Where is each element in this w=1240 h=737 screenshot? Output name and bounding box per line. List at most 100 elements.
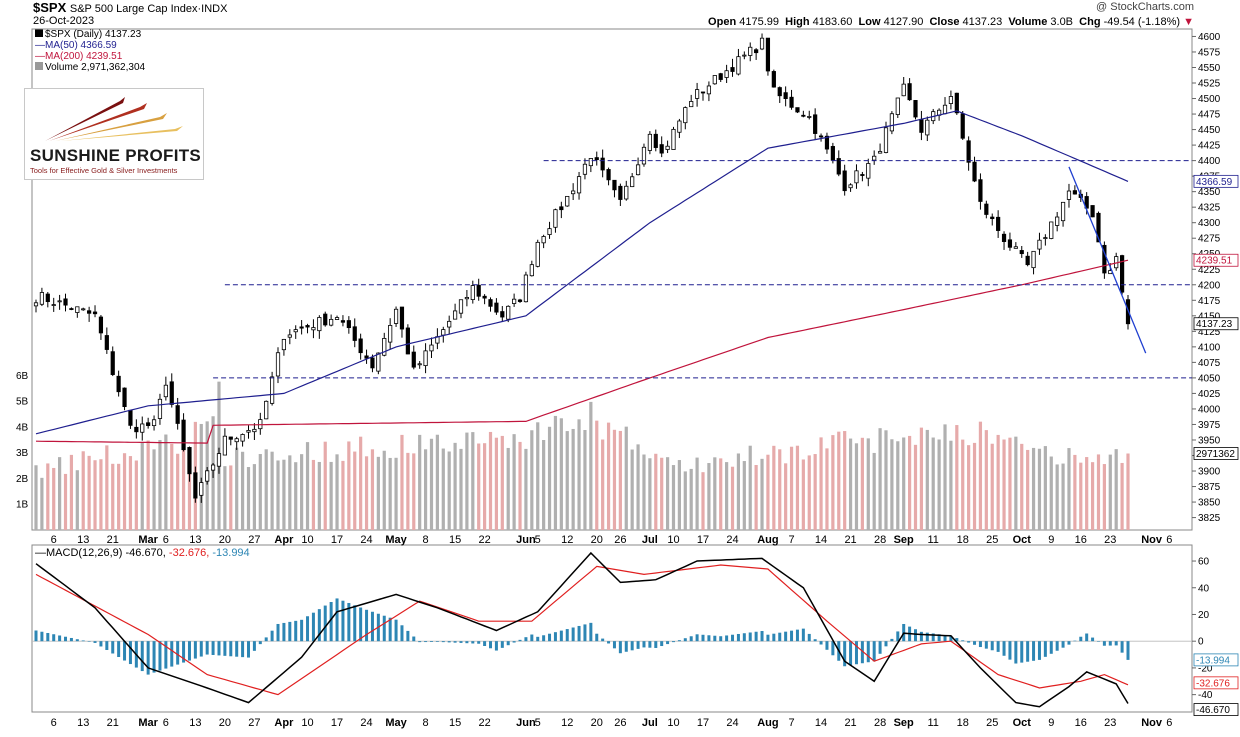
candle-body — [1096, 212, 1101, 243]
candle-body — [854, 170, 859, 184]
x-axis-label: 22 — [478, 534, 490, 546]
price-tick-label: 4525 — [1198, 79, 1221, 90]
candle-body — [494, 302, 499, 313]
volume-bar — [329, 461, 333, 530]
macd-histogram-bar — [1126, 641, 1130, 660]
candle-body — [187, 447, 192, 475]
sunshine-profits-logo: SUNSHINE PROFITS Tools for Effective Gol… — [24, 88, 204, 180]
macd-x-axis-label: 14 — [815, 717, 827, 729]
macd-histogram-bar — [624, 641, 628, 652]
candle-body — [1066, 190, 1072, 200]
volume-bar — [1008, 437, 1012, 530]
macd-histogram-bar — [506, 641, 510, 646]
macd-histogram-bar — [813, 639, 817, 642]
candle-body — [966, 140, 971, 163]
candle-body — [500, 311, 505, 318]
volume-bar — [1026, 449, 1030, 530]
x-axis-label: Oct — [1013, 534, 1032, 546]
candle-body — [146, 422, 151, 426]
candle-body — [488, 299, 493, 307]
candle-body — [281, 338, 287, 351]
candle-body — [116, 375, 121, 393]
macd-histogram-bar — [695, 634, 699, 642]
price-tick-label: 4200 — [1198, 280, 1221, 291]
macd-histogram-bar — [949, 635, 953, 642]
price-tick-label: 4000 — [1198, 404, 1221, 415]
candle-body — [1007, 239, 1013, 248]
macd-histogram-bar — [878, 641, 882, 654]
macd-x-axis-label: Sep — [894, 717, 914, 729]
macd-histogram-bar — [754, 631, 758, 642]
volume-bar — [317, 461, 321, 530]
volume-bar — [618, 430, 622, 530]
volume-bar — [1014, 436, 1018, 530]
macd-x-axis-label: 16 — [1075, 717, 1087, 729]
candle-body — [370, 357, 375, 369]
ma50-value-tag-box — [1193, 174, 1239, 188]
volume-bar — [494, 437, 499, 530]
candle-body — [836, 158, 841, 175]
candle-body — [512, 298, 517, 304]
macd-histogram-bar — [241, 641, 245, 658]
chg-label: Chg — [1079, 16, 1101, 28]
price-tick-label: 4150 — [1198, 311, 1221, 322]
volume-bar — [984, 430, 988, 530]
macd-histogram-bar — [967, 641, 971, 643]
volume-value: 3.0B — [1050, 16, 1074, 28]
price-tick-label: 4050 — [1198, 373, 1221, 384]
candle-body — [901, 83, 906, 97]
candle-body — [771, 71, 776, 88]
volume-bar — [795, 445, 800, 530]
volume-bar — [341, 460, 345, 530]
macd-x-axis-label: 22 — [478, 717, 490, 729]
volume-bar — [837, 431, 841, 530]
candle-body — [275, 352, 281, 377]
macd-histogram-bar — [471, 641, 475, 644]
candle-body — [588, 158, 593, 167]
candle-body — [624, 185, 629, 200]
volume-bar — [500, 435, 504, 530]
x-axis-label: Jun — [516, 534, 536, 546]
x-axis-label: Mar — [138, 534, 158, 546]
macd-histogram-bar — [306, 616, 310, 642]
x-axis-label: 13 — [77, 534, 89, 546]
volume-bar — [335, 454, 339, 530]
candle-body — [429, 344, 434, 352]
macd-histogram-bar — [146, 641, 150, 675]
volume-bar — [1126, 453, 1130, 530]
macd-x-axis-label: 21 — [844, 717, 856, 729]
candle-body — [417, 363, 422, 366]
candle-body — [907, 83, 912, 101]
candle-body — [706, 85, 712, 95]
index-name: S&P 500 Large Cap Index — [69, 3, 198, 15]
macd-histogram-bar — [1008, 641, 1012, 660]
volume-bar — [665, 457, 670, 530]
stockcharts-credit[interactable]: @ StockCharts.com — [1096, 1, 1194, 13]
macd-histogram-bar — [294, 620, 298, 642]
candle-body — [742, 54, 747, 57]
price-tick-label: 3975 — [1198, 420, 1221, 431]
volume-bar — [654, 453, 658, 530]
volume-bar — [353, 451, 357, 530]
x-axis-label: 10 — [667, 534, 679, 546]
legend-ma200-swatch: — — [35, 51, 45, 62]
macd-histogram-bar — [34, 630, 38, 642]
macd-histogram-bar — [1002, 641, 1006, 656]
x-axis-label: 20 — [591, 534, 603, 546]
candle-body — [954, 92, 959, 114]
candle-body — [689, 101, 694, 108]
candle-body — [334, 317, 340, 320]
price-tick-label: 4600 — [1198, 32, 1221, 43]
volume-bar — [288, 455, 292, 530]
macd-histogram-bar — [666, 641, 670, 645]
volume-bar — [760, 458, 764, 530]
candle-body — [1037, 239, 1042, 250]
volume-bar — [1037, 448, 1042, 530]
macd-histogram-bar — [795, 629, 799, 642]
candle-body — [842, 170, 847, 192]
volume-bar — [1055, 464, 1059, 530]
volume-bar — [630, 449, 634, 530]
macd-histogram-bar — [1120, 641, 1124, 653]
candle-body — [1119, 255, 1125, 293]
